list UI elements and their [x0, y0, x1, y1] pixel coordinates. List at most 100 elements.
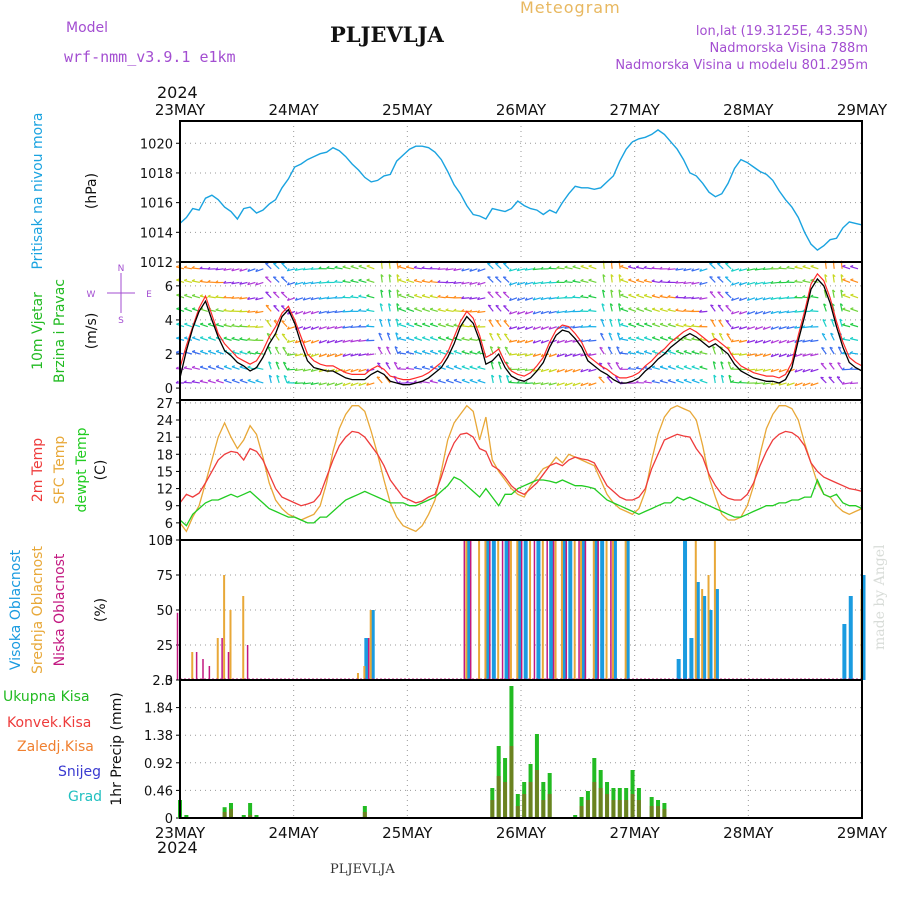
cloud-bar: [565, 540, 568, 680]
wind-arrow-head: [358, 308, 362, 312]
wind-arrow-head: [215, 322, 219, 326]
precip-conv-bar: [662, 809, 667, 818]
wind-arrow-head: [508, 339, 512, 343]
wind-arrow: [207, 366, 216, 370]
wind-arrow-head: [453, 349, 457, 353]
wind-arrow: [184, 308, 193, 312]
wind-arrow: [778, 368, 787, 373]
temp2m-ylabel: 2m Temp: [30, 438, 46, 502]
wind-arrow-head: [524, 281, 528, 285]
wind-arrow: [533, 339, 542, 344]
wind-arrow-head: [548, 310, 552, 314]
wind-arrow-head: [388, 289, 392, 293]
wind-arrow: [310, 382, 319, 386]
wind-arrow-head: [394, 346, 398, 349]
cloud-bar: [478, 540, 481, 680]
wind-arrow-head: [831, 318, 835, 322]
wind-arrow: [302, 368, 311, 372]
y-tick-label: 1018: [140, 167, 173, 182]
wind-arrow: [494, 276, 502, 283]
wind-arrow-head: [378, 332, 382, 336]
wind-arrow-head: [710, 304, 714, 307]
wind-arrow-head: [477, 296, 480, 300]
wind-arrow-head: [754, 368, 758, 372]
wind-arrow: [386, 346, 391, 355]
wind-arrow: [675, 366, 684, 370]
wind-arrow-head: [832, 274, 836, 278]
wind-arrow-head: [239, 281, 243, 285]
wind-arrow-head: [326, 326, 330, 330]
wind-arrow-head: [619, 351, 623, 354]
precip-total-bar: [573, 815, 578, 818]
wind-arrow-head: [207, 294, 211, 298]
wind-arrow: [318, 382, 327, 386]
wind-arrow-head: [627, 350, 632, 354]
cloud-high-ylabel: Visoka Oblacnost: [8, 549, 24, 670]
wind-arrow-head: [387, 332, 391, 336]
wind-arrow: [754, 368, 763, 372]
wind-arrow: [200, 350, 208, 355]
wind-arrow: [739, 268, 748, 272]
wind-arrow: [842, 382, 851, 385]
wind-arrow: [709, 262, 716, 270]
temp2m-line: [179, 430, 863, 507]
wind-arrow: [651, 366, 660, 370]
wind-arrow: [540, 281, 549, 285]
wind-arrow: [422, 308, 430, 312]
wind-arrow-head: [310, 266, 314, 270]
wind-arrow-head: [730, 366, 734, 370]
wind-arrow-head: [556, 369, 560, 373]
wind-arrow: [247, 268, 256, 272]
wind-arrow: [602, 274, 605, 283]
wind-arrow: [223, 309, 232, 313]
wind-arrow: [580, 382, 589, 387]
wind-arrow: [453, 350, 462, 355]
wind-arrow-head: [215, 365, 220, 368]
wind-arrow-head: [421, 294, 426, 297]
wind-arrow: [184, 294, 193, 299]
wind-arrow: [497, 361, 502, 370]
wind-arrow-head: [437, 279, 441, 283]
wind-arrow: [199, 380, 208, 384]
wind-arrow: [525, 326, 534, 331]
wind-arrow-head: [746, 267, 750, 271]
precip-legend-item: Konvek.Kisa: [7, 715, 91, 731]
wind-arrow: [191, 366, 200, 370]
wind-arrow-head: [821, 346, 825, 350]
wind-arrow-head: [786, 382, 790, 386]
wind-arrow: [215, 296, 224, 299]
wind-arrow: [215, 366, 224, 370]
y-tick-label: 6: [165, 280, 173, 295]
wind-arrow: [840, 274, 843, 283]
wind-arrow-head: [746, 380, 750, 384]
wind-arrow: [437, 366, 446, 370]
wind-arrow: [754, 382, 763, 385]
wind-arrow-head: [850, 322, 854, 326]
wind-arrow-head: [606, 376, 611, 379]
wind-arrow: [489, 332, 494, 341]
wind-arrow-head: [829, 362, 833, 365]
wind-arrow-head: [810, 308, 814, 312]
wind-arrow-head: [445, 365, 450, 368]
wind-arrow-head: [572, 295, 576, 298]
wind-arrow: [533, 326, 542, 331]
wind-arrow: [311, 326, 320, 330]
wind-arrow-head: [516, 380, 520, 384]
wind-arrow-head: [266, 332, 271, 336]
wind-arrow-head: [839, 318, 843, 322]
wind-arrow-head: [683, 350, 687, 353]
wind-arrow: [295, 353, 304, 357]
wind-arrow-head: [437, 349, 442, 352]
wind-arrow-head: [524, 368, 528, 372]
wind-arrow-head: [445, 280, 449, 284]
wind-arrow-head: [254, 324, 258, 328]
wind-arrow-head: [770, 353, 774, 358]
y-tick-label: 1.84: [144, 702, 173, 717]
wind-arrow: [437, 350, 446, 355]
wind-arrow-head: [691, 268, 695, 272]
wind-arrow-head: [691, 309, 695, 312]
wind-arrow-head: [635, 350, 640, 353]
wind-arrow-head: [651, 349, 656, 353]
